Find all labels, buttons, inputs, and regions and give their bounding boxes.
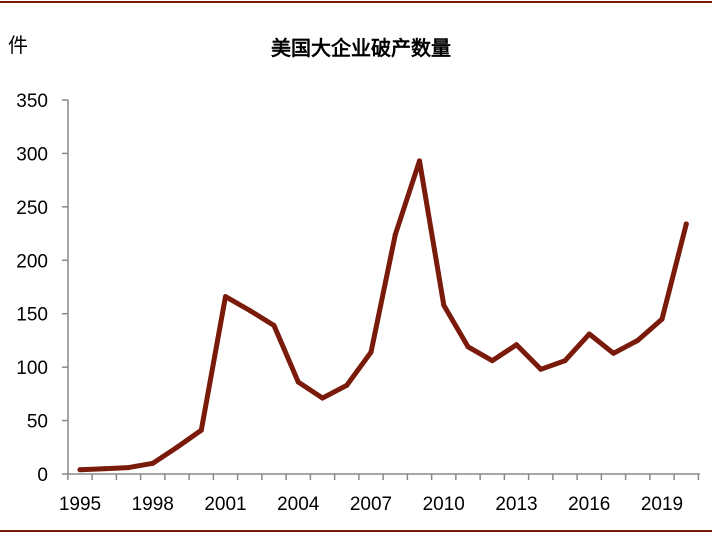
data-point (126, 465, 131, 471)
data-point (247, 308, 253, 314)
y-tick-label: 50 (27, 412, 48, 433)
x-tick-label: 2013 (495, 494, 537, 515)
x-tick-label: 2004 (277, 494, 320, 515)
x-tick-label: 2016 (568, 494, 610, 515)
data-point (538, 366, 544, 372)
data-point (441, 302, 447, 308)
data-point (562, 358, 568, 364)
data-point (174, 444, 180, 450)
y-tick-label: 100 (16, 358, 48, 379)
data-point (489, 358, 495, 364)
series-layer (77, 158, 689, 473)
x-tick-label: 2001 (204, 494, 246, 515)
y-tick-label: 350 (16, 91, 48, 112)
data-point (514, 342, 519, 348)
data-point (77, 467, 83, 473)
y-axis: 0 50 100 150 200 250 300 350 (16, 91, 69, 486)
data-point (271, 322, 277, 328)
series-line (77, 158, 689, 473)
data-point (465, 344, 471, 350)
data-point (295, 379, 301, 385)
y-tick-label: 250 (16, 198, 48, 219)
data-point (320, 395, 325, 401)
x-tick-label: 1995 (59, 494, 101, 515)
data-point (635, 337, 641, 343)
y-tick-label: 200 (16, 251, 48, 272)
data-point (611, 350, 616, 356)
data-point (150, 460, 156, 466)
data-point (368, 349, 374, 355)
chart-title: 美国大企业破产数量 (271, 36, 451, 60)
data-point (683, 221, 689, 227)
data-point (344, 382, 350, 388)
y-tick-label: 300 (16, 144, 48, 165)
data-point (392, 232, 398, 238)
data-point (223, 294, 228, 300)
y-axis-unit-label: 件 (8, 33, 28, 57)
x-tick-label: 2010 (423, 494, 465, 515)
y-tick-label: 0 (37, 465, 48, 486)
x-tick-label: 2019 (641, 494, 683, 515)
x-tick-label: 1998 (132, 494, 174, 515)
data-point (586, 331, 592, 337)
data-point (417, 158, 422, 164)
x-tick-label: 2007 (350, 494, 392, 515)
y-tick-label: 150 (16, 305, 48, 326)
data-point (101, 466, 107, 472)
data-point (659, 316, 665, 322)
x-axis: 1995 1998 2001 2004 2007 2010 2013 2016 2019 (59, 473, 700, 515)
data-point (198, 427, 204, 433)
